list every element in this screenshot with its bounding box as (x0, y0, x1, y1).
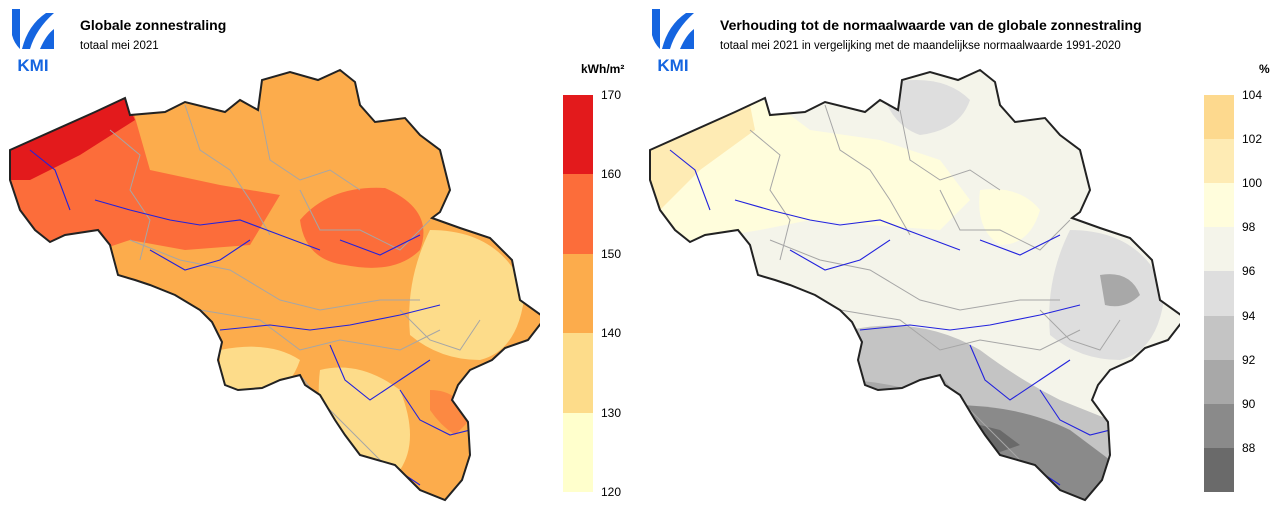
legend-bin (1204, 183, 1234, 228)
legend-bin (1204, 403, 1234, 449)
legend-bin (563, 253, 593, 334)
belgium-radiation-map (9, 68, 540, 502)
belgium-ratio-map (649, 68, 1180, 502)
legend-bin (1204, 227, 1234, 272)
legend-tick-label: 90 (1242, 396, 1256, 411)
legend-tick-label: 92 (1242, 352, 1256, 367)
legend-tick-label: 150 (601, 246, 622, 261)
legend-tick-label: 130 (601, 405, 622, 420)
legend-tick-label: 98 (1242, 220, 1256, 235)
legend-unit: % (1259, 62, 1270, 76)
legend-tick-label: 94 (1242, 308, 1256, 323)
legend-tick-label: 88 (1242, 440, 1256, 455)
legend-tick-label: 100 (1242, 176, 1263, 191)
legend-tick-label: 104 (1242, 88, 1263, 102)
legend-bin (1204, 139, 1234, 184)
map-title: Globale zonnestraling (80, 17, 227, 33)
legend-bin (563, 412, 593, 493)
color-legend: 104 102 100 98 96 94 92 90 88 (1204, 88, 1262, 493)
panel-global-radiation: KMI Globale zonnestraling totaal mei 202… (9, 9, 625, 502)
kmi-logo: KMI (12, 9, 54, 73)
legend-tick-label: 170 (601, 88, 622, 102)
legend-bin (563, 95, 593, 175)
legend-tick-label: 120 (601, 485, 622, 499)
legend-bin (1204, 95, 1234, 140)
legend-bin (563, 333, 593, 414)
map-subtitle: totaal mei 2021 in vergelijking met de m… (720, 40, 1121, 52)
legend-bin (1204, 447, 1234, 493)
legend-tick-label: 102 (1242, 132, 1263, 147)
kmi-logo: KMI (652, 9, 694, 73)
color-legend: 170 160 150 140 130 120 (563, 88, 621, 499)
kmi-logo-text: KMI (17, 56, 48, 73)
panel-radiation-ratio: KMI Verhouding tot de normaalwaarde van … (640, 0, 1280, 507)
legend-bin (1204, 315, 1234, 361)
map-subtitle: totaal mei 2021 (80, 40, 159, 52)
legend-tick-label: 96 (1242, 264, 1256, 279)
legend-unit: kWh/m² (581, 62, 625, 76)
legend-tick-label: 160 (601, 167, 622, 182)
kmi-logo-text: KMI (657, 56, 688, 73)
legend-bin (1204, 359, 1234, 405)
legend-bin (563, 174, 593, 255)
map-title: Verhouding tot de normaalwaarde van de g… (720, 17, 1142, 33)
legend-tick-label: 140 (601, 326, 622, 341)
legend-bin (1204, 271, 1234, 317)
